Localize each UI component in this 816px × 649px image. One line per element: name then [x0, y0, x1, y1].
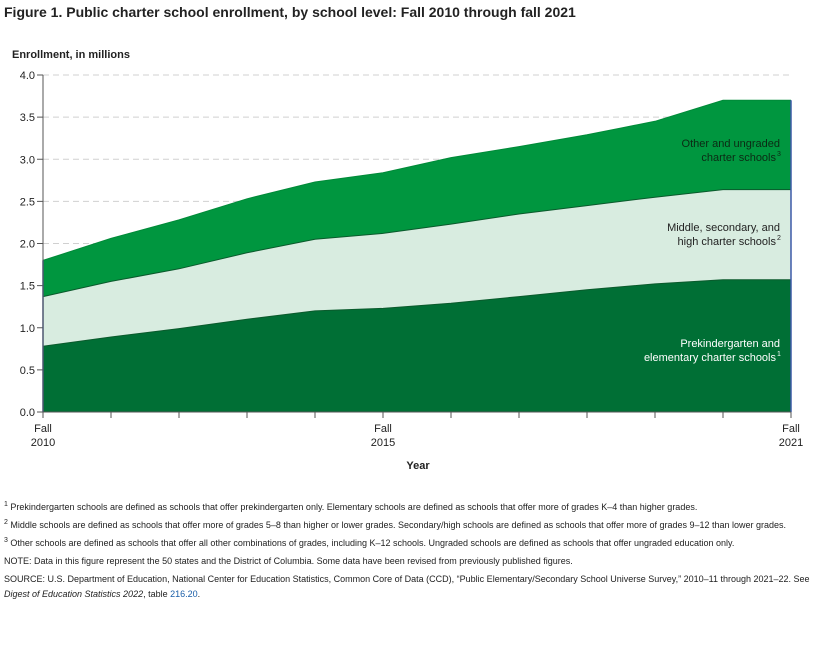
source-table-prefix: , table: [143, 589, 171, 599]
series-label-3-line1: Other and ungraded: [682, 138, 780, 150]
note-text: NOTE: Data in this figure represent the …: [4, 556, 573, 566]
source-text: SOURCE: U.S. Department of Education, Na…: [4, 572, 810, 602]
area-series-2: [43, 189, 791, 347]
x-tick-label-line1: Fall: [782, 423, 800, 435]
footnote-3: 3 Other schools are defined as schools t…: [4, 536, 810, 551]
source-prefix: SOURCE: U.S. Department of Education, Na…: [4, 574, 810, 584]
series-label-2-footnote-marker: 2: [777, 235, 781, 242]
source-table-link[interactable]: 216.20: [170, 589, 198, 599]
footnote-2: 2 Middle schools are defined as schools …: [4, 518, 810, 533]
area-series-3: [43, 100, 791, 297]
footnote-3-text: Other schools are defined as schools tha…: [10, 538, 735, 548]
x-axis-label: Year: [406, 460, 430, 472]
footnote-1: 1 Prekindergarten schools are defined as…: [4, 500, 810, 515]
source-digest-title: Digest of Education Statistics 2022: [4, 589, 144, 599]
y-tick-label: 4.0: [20, 70, 35, 82]
y-tick-label: 3.0: [20, 154, 35, 166]
series-label-3-line2: charter schools: [701, 152, 776, 164]
area-series-1: [43, 279, 791, 412]
footnote-1-marker: 1: [4, 501, 8, 508]
series-label-1-footnote-marker: 1: [777, 351, 781, 358]
area-chart: Enrollment, in millions 0.0 0.5 1.0 1.5 2.0 2.…: [12, 49, 803, 472]
y-tick-label: 3.5: [20, 112, 35, 124]
series-boundary-line-3: [42, 99, 791, 261]
series-boundary-line-1: [42, 279, 791, 347]
series-label-1-line1: Prekindergarten and: [680, 338, 780, 350]
y-tick-label: 0.0: [20, 407, 35, 419]
footnote-1-text: Prekindergarten schools are defined as s…: [10, 502, 698, 512]
source-end: .: [197, 589, 201, 599]
footnote-3-marker: 3: [4, 537, 8, 544]
x-tick-label-line2: 2015: [371, 437, 395, 449]
y-tick-label: 2.0: [20, 239, 35, 251]
y-tick-label: 2.5: [20, 196, 35, 208]
figure-title: Figure 1. Public charter school enrollme…: [4, 4, 576, 20]
x-tick-label-line1: Fall: [34, 423, 52, 435]
y-tick-label: 1.0: [20, 323, 35, 335]
y-axis-label: Enrollment, in millions: [12, 49, 130, 61]
footnote-2-text: Middle schools are defined as schools th…: [10, 520, 787, 530]
footnote-2-marker: 2: [4, 519, 8, 526]
series-label-2-line1: Middle, secondary, and: [667, 222, 780, 234]
y-tick-label: 1.5: [20, 281, 35, 293]
x-tick-label-line2: 2010: [31, 437, 55, 449]
x-tick-label-line1: Fall: [374, 423, 392, 435]
footnotes: 1 Prekindergarten schools are defined as…: [4, 500, 810, 605]
y-tick-label: 0.5: [20, 365, 35, 377]
series-label-1-line2: elementary charter schools: [644, 352, 777, 364]
series-label-3-footnote-marker: 3: [777, 151, 781, 158]
series-label-2-line2: high charter schools: [678, 236, 777, 248]
series-boundary-line-2: [42, 189, 791, 298]
x-tick-label-line2: 2021: [779, 437, 803, 449]
